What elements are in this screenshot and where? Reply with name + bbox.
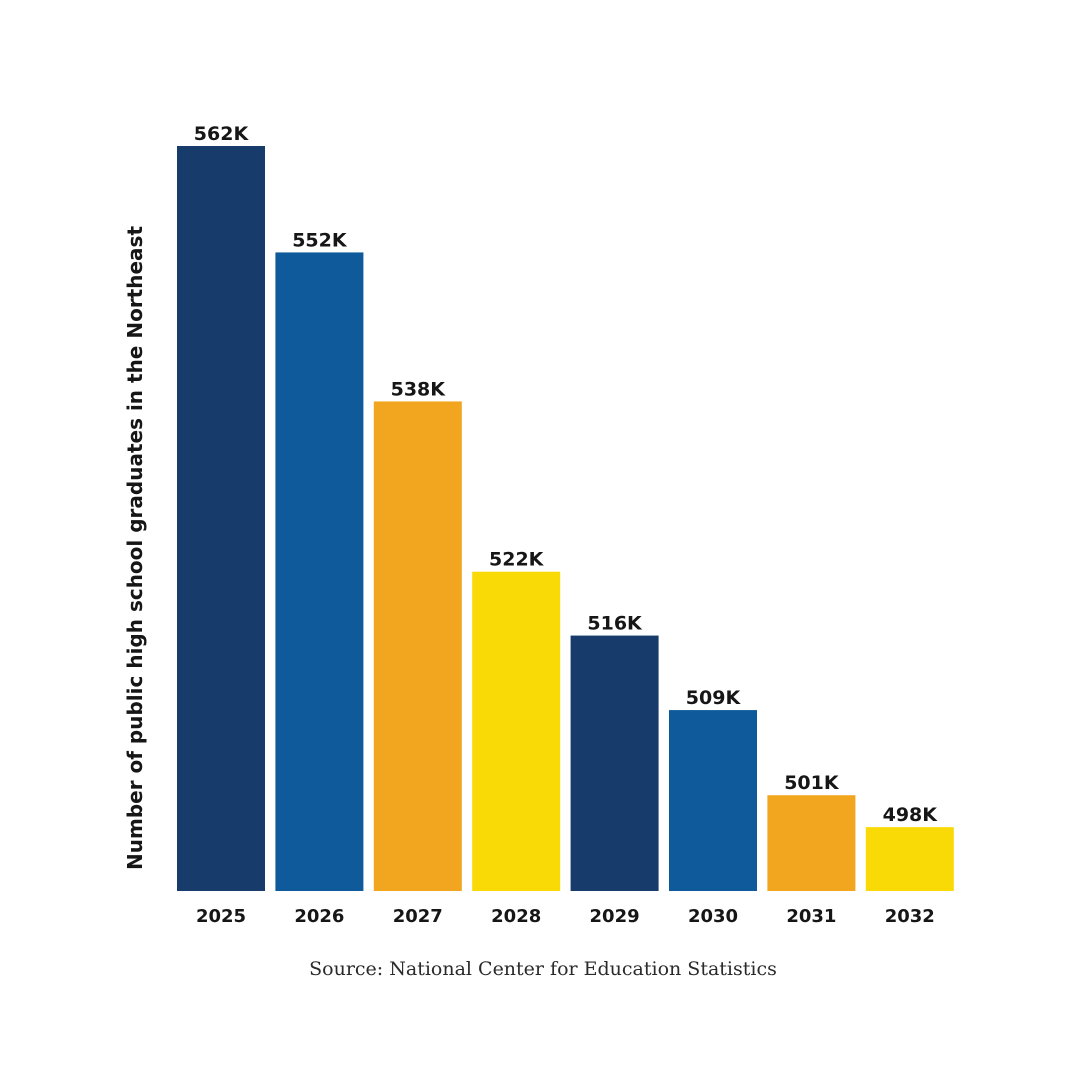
x-tick-label: 2025: [196, 906, 246, 927]
value-label-2027: 538K: [391, 378, 447, 400]
value-label-2028: 522K: [489, 549, 545, 571]
x-tick-label: 2030: [688, 906, 738, 927]
bar-2026: [275, 252, 364, 891]
value-label-2025: 562K: [194, 123, 250, 145]
value-label-2031: 501K: [784, 772, 840, 794]
bar-2032: [865, 827, 954, 891]
bar-2028: [472, 571, 561, 891]
x-tick-label: 2029: [590, 906, 640, 927]
value-label-2029: 516K: [587, 613, 643, 635]
bar-2025: [177, 146, 265, 891]
bar-2027: [373, 401, 462, 891]
bar-2030: [669, 710, 757, 891]
x-tick-label: 2027: [393, 906, 443, 927]
x-tick-label: 2031: [786, 906, 836, 927]
value-label-2030: 509K: [686, 687, 742, 709]
x-tick-label: 2026: [294, 906, 344, 927]
y-axis-label: Number of public high school graduates i…: [123, 226, 147, 870]
value-label-2032: 498K: [883, 804, 939, 826]
x-tick-label: 2032: [885, 906, 935, 927]
value-label-2026: 552K: [292, 229, 348, 251]
bar-2031: [767, 795, 856, 891]
source-note: Source: National Center for Education St…: [309, 958, 777, 980]
bar-2029: [570, 635, 659, 891]
x-tick-label: 2028: [491, 906, 541, 927]
